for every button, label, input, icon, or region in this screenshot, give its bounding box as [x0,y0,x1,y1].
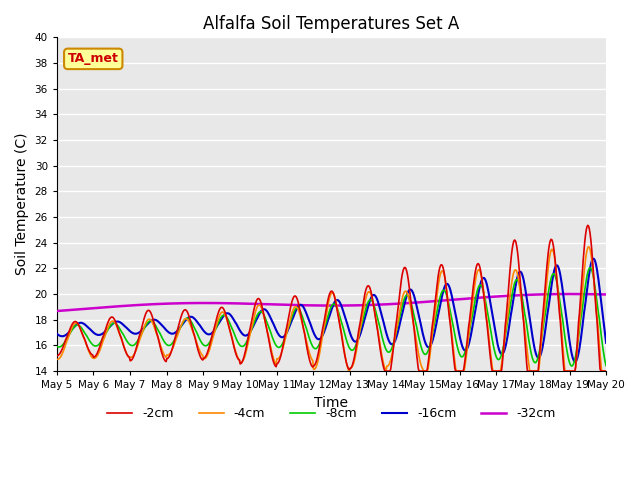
-8cm [175,328,183,334]
-2cm [53,353,61,359]
-16cm [53,331,61,336]
Line: -2cm: -2cm [57,225,606,371]
-8cm [414,332,422,337]
-4cm [602,368,610,374]
-4cm [175,328,183,334]
Line: -4cm: -4cm [57,247,606,371]
-16cm [414,310,422,316]
-32cm [175,300,183,306]
-32cm [414,300,422,305]
-4cm [399,293,407,299]
-2cm [415,368,423,374]
-32cm [398,300,406,306]
-8cm [568,363,575,369]
-32cm [53,308,61,314]
-32cm [204,300,212,306]
-4cm [63,338,70,344]
Legend: -2cm, -4cm, -8cm, -16cm, -32cm: -2cm, -4cm, -8cm, -16cm, -32cm [102,402,561,425]
-16cm [175,326,183,332]
-8cm [53,343,61,349]
Line: -16cm: -16cm [57,259,606,362]
-2cm [63,335,70,340]
-2cm [381,368,389,374]
-8cm [120,332,127,337]
-16cm [602,340,610,346]
-8cm [602,363,610,369]
Line: -32cm: -32cm [57,294,606,311]
-2cm [204,348,212,354]
-8cm [63,336,70,342]
-4cm [346,368,353,374]
-4cm [204,351,212,357]
-4cm [415,353,423,359]
-8cm [204,342,212,348]
-2cm [175,321,183,327]
-32cm [567,291,575,297]
X-axis label: Time: Time [314,396,348,410]
-16cm [63,332,70,337]
-8cm [586,265,594,271]
-32cm [63,307,70,313]
-32cm [120,303,127,309]
-2cm [120,342,127,348]
-4cm [120,342,127,348]
Line: -8cm: -8cm [57,268,606,366]
Text: TA_met: TA_met [68,52,118,65]
-2cm [399,268,407,274]
-4cm [585,244,593,250]
Y-axis label: Soil Temperature (C): Soil Temperature (C) [15,133,29,276]
-2cm [602,368,610,374]
-16cm [589,256,597,262]
-16cm [398,311,406,317]
-32cm [602,292,610,298]
-2cm [584,222,591,228]
-16cm [120,322,127,328]
-4cm [53,356,61,362]
-16cm [204,331,212,337]
Title: Alfalfa Soil Temperatures Set A: Alfalfa Soil Temperatures Set A [204,15,460,33]
-8cm [398,303,406,309]
-16cm [571,359,579,365]
